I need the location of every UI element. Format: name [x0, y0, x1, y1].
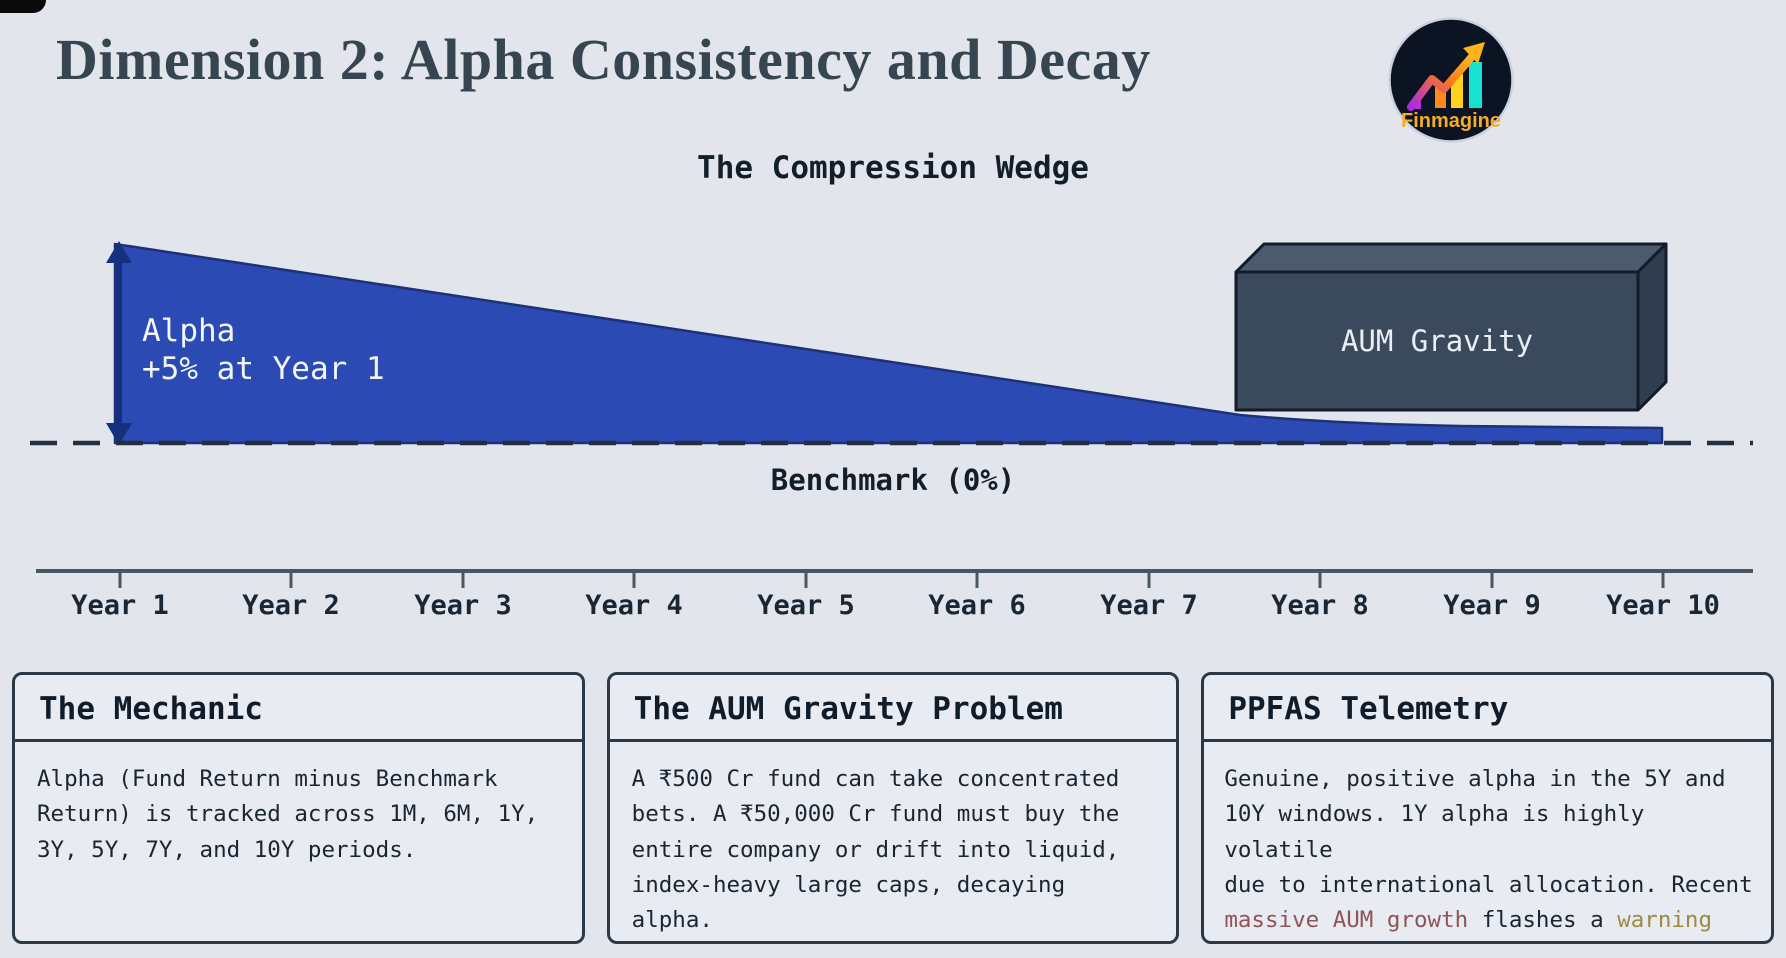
- compression-wedge-chart: Alpha +5% at Year 1 AUM Gravity Benchmar…: [30, 241, 1753, 621]
- telemetry-accent-aum-growth: massive AUM growth: [1224, 907, 1469, 934]
- timeline-axis: [36, 569, 1753, 588]
- card-title: The AUM Gravity Problem: [609, 675, 1177, 742]
- year-label-9: Year 9: [1443, 590, 1541, 621]
- year-label-3: Year 3: [414, 590, 512, 621]
- card-aum-gravity-problem: The AUM Gravity Problem A ₹500 Cr fund c…: [606, 672, 1180, 944]
- aum-gravity-box: [1234, 242, 1668, 412]
- alpha-range-arrow: [106, 241, 132, 445]
- card-body: A ₹500 Cr fund can take concentrated bet…: [631, 766, 1120, 934]
- aum-box-label: AUM Gravity: [1341, 324, 1533, 358]
- alpha-wedge-shape: [113, 242, 1664, 445]
- info-cards: The Mechanic Alpha (Fund Return minus Be…: [12, 672, 1775, 944]
- year-label-4: Year 4: [585, 590, 683, 621]
- card-the-mechanic: The Mechanic Alpha (Fund Return minus Be…: [12, 672, 585, 944]
- screen-corner-artifact: [0, 0, 46, 13]
- card-body: Genuine, positive alpha in the 5Y and 10…: [1204, 742, 1771, 944]
- card-title: PPFAS Telemetry: [1204, 675, 1772, 742]
- year-label-10: Year 10: [1606, 590, 1720, 621]
- card-ppfas-telemetry: PPFAS Telemetry Genuine, positive alpha …: [1201, 672, 1775, 944]
- year-label-1: Year 1: [71, 590, 169, 621]
- year-labels: Year 1 Year 2 Year 3 Year 4 Year 5 Year …: [71, 590, 1720, 621]
- year-label-6: Year 6: [928, 590, 1026, 621]
- card-title: The Mechanic: [15, 675, 582, 742]
- logo-brand-text: Finmagine: [1401, 110, 1501, 132]
- chart-title: The Compression Wedge: [697, 150, 1089, 186]
- year-label-7: Year 7: [1100, 590, 1198, 621]
- finmagine-logo: Finmagine: [1386, 15, 1516, 145]
- growth-bars-arrow-icon: Finmagine: [1388, 17, 1514, 143]
- year-label-8: Year 8: [1271, 590, 1369, 621]
- page-title: Dimension 2: Alpha Consistency and Decay: [56, 27, 1151, 92]
- telemetry-text-1: Genuine, positive alpha in the 5Y and 10…: [1224, 766, 1753, 898]
- year-label-5: Year 5: [757, 590, 855, 621]
- year-label-2: Year 2: [242, 590, 340, 621]
- telemetry-text-2: flashes a: [1468, 907, 1618, 934]
- wedge-label-line2: +5% at Year 1: [142, 351, 385, 387]
- card-body: Alpha (Fund Return minus Benchmark Retur…: [37, 766, 539, 863]
- telemetry-accent-warning: warning: [1617, 907, 1713, 934]
- telemetry-text-3: for future domestic mid-cap alpha.: [1224, 943, 1685, 944]
- wedge-label-line1: Alpha: [142, 313, 235, 349]
- benchmark-label: Benchmark (0%): [771, 463, 1015, 497]
